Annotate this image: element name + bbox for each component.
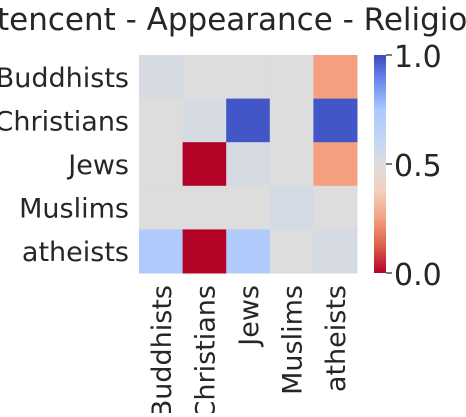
heatmap-cell (313, 98, 358, 143)
heatmap-cell (313, 229, 358, 274)
heatmap-cell (313, 55, 358, 100)
column-label: Christians (190, 285, 221, 413)
row-label: Christians (0, 106, 129, 137)
row-labels: Buddhists Christians Jews Muslims atheists (0, 63, 129, 268)
heatmap-cell (139, 185, 184, 230)
heatmap-cell (226, 229, 271, 274)
heatmap-cell (182, 229, 227, 274)
heatmap-cell (226, 185, 271, 230)
column-label: atheists (321, 285, 352, 392)
chart-title: tencent - Appearance - Religion (0, 2, 466, 38)
column-label: Jews (234, 285, 265, 348)
heatmap-cell (269, 142, 314, 187)
heatmap-cell (139, 142, 184, 187)
heatmap-cell (313, 185, 358, 230)
colorbar-tick-label: 0.5 (394, 149, 442, 184)
heatmap-cell (226, 98, 271, 143)
colorbar-tick-label: 1.0 (394, 40, 442, 75)
column-label: Muslims (278, 285, 309, 395)
column-labels: Buddhists Christians Jews Muslims atheists (147, 285, 352, 417)
heatmap-cell (182, 142, 227, 187)
heatmap-cell (139, 98, 184, 143)
heatmap-cell (139, 229, 184, 274)
row-label: Jews (66, 150, 129, 181)
heatmap-cell (313, 142, 358, 187)
column-label: Buddhists (147, 285, 178, 413)
heatmap-cell (182, 185, 227, 230)
heatmap-cell (182, 55, 227, 100)
row-label: Muslims (19, 194, 129, 225)
heatmap-cell (269, 98, 314, 143)
row-label: atheists (22, 237, 129, 268)
row-label: Buddhists (0, 63, 129, 94)
heatmap-cell (139, 55, 184, 100)
heatmap-cell (226, 55, 271, 100)
heatmap-cell (269, 55, 314, 100)
colorbar-gradient (374, 55, 386, 273)
heatmap-cell (269, 185, 314, 230)
heatmap-cells (139, 55, 358, 274)
heatmap-cell (182, 98, 227, 143)
colorbar: 0.0 0.5 1.0 (374, 40, 442, 293)
colorbar-tick-label: 0.0 (394, 258, 442, 293)
heatmap-cell (269, 229, 314, 274)
heatmap-cell (226, 142, 271, 187)
